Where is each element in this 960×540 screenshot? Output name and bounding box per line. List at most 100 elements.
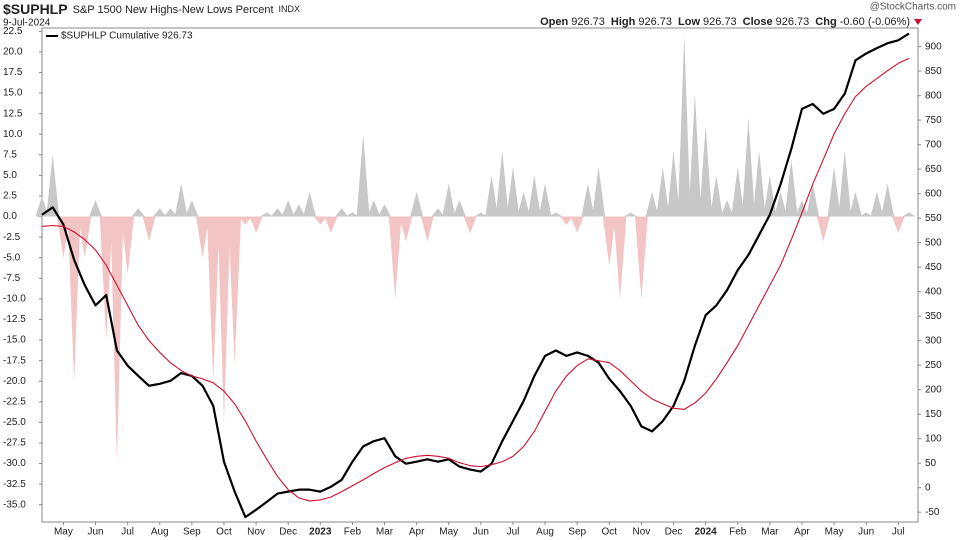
oscillator-bar [474,212,488,217]
x-tick-label: Dec [665,527,683,538]
oscillator-bar [645,191,659,217]
oscillator-bar [881,183,895,217]
oscillator-bar [153,208,167,217]
oscillator-bar [902,212,916,217]
y-tick-label: -17.5 [3,355,26,366]
y2-tick-label: 0 [925,482,931,493]
y2-tick-label: 550 [925,213,942,224]
y-tick-label: -32.5 [3,479,26,490]
oscillator-bar [313,216,327,225]
x-tick-label: May [439,527,458,538]
oscillator-bar [538,183,552,217]
x-tick-label: Feb [729,527,747,538]
quote-label: Open [540,16,568,28]
oscillator-bar [303,191,317,217]
symbol: $SUPHLP [3,1,68,17]
x-tick-label: May [54,527,73,538]
oscillator-bar [260,212,274,217]
oscillator-bar [527,175,541,217]
oscillator-bar [206,216,220,382]
oscillator-bar [570,216,584,234]
oscillator-bar [592,167,606,217]
oscillator-bar [378,204,391,217]
y-tick-label: -27.5 [3,438,26,449]
oscillator-bar [485,175,498,217]
series-line [41,57,910,502]
quote: Open 926.73 High 926.73 Low 926.73 Close 926.73… [540,16,910,28]
oscillator-bar [281,200,295,217]
oscillator-bar [442,183,456,217]
oscillator-bar [613,216,627,299]
oscillator-bar [46,154,60,217]
oscillator-bar [292,204,306,217]
oscillator-bar [453,200,466,217]
oscillator-bar [795,200,809,217]
down-arrow [914,19,922,25]
date: 9-Jul-2024 [3,18,51,29]
x-tick-label: Dec [279,527,297,538]
y-tick-label: -15.0 [3,335,26,346]
x-tick-label: Mar [376,527,394,538]
oscillator-bar [624,212,638,217]
oscillator-bar [367,200,381,217]
x-tick-label: May [825,527,844,538]
oscillator-bar [806,183,820,217]
y2-tick-label: 750 [925,115,942,126]
y-tick-label: -5.0 [3,252,21,263]
y2-tick-label: 150 [925,409,942,420]
oscillator-bar [131,208,145,217]
y-tick-label: 22.5 [3,26,23,37]
x-tick-label: Oct [216,527,232,538]
legend-label: $SUPHLP Cumulative 926.73 [61,31,193,42]
oscillator-bar [667,150,680,217]
oscillator-bar [506,167,520,217]
oscillator-bar [420,216,434,242]
x-tick-label: Jun [473,527,489,538]
y-tick-label: 10.0 [3,129,23,140]
y-tick-label: -22.5 [3,396,26,407]
oscillator-bar [228,216,242,365]
oscillator-bar [271,208,284,217]
oscillator-bar [463,216,477,234]
y2-tick-label: 900 [925,41,942,52]
oscillator-bar [495,150,509,217]
oscillator-bar [249,216,263,234]
oscillator-bar [217,216,231,423]
y-tick-label: -30.0 [3,458,26,469]
y-tick-label: -2.5 [3,232,21,243]
oscillator-bar [517,191,531,217]
x-tick-label: Feb [344,527,362,538]
oscillator-bar [709,175,723,217]
y-tick-label: 0.0 [3,211,17,222]
oscillator-bar [656,167,670,217]
oscillator-bar [121,216,135,275]
oscillator-bar [549,212,563,217]
oscillator-bar [752,150,766,217]
y-tick-label: 5.0 [3,170,17,181]
x-tick-label: Sep [568,527,586,538]
oscillator-bar [859,212,873,217]
quote-label: High [611,16,636,28]
oscillator-bar [827,167,841,217]
y-tick-label: -20.0 [3,376,26,387]
x-tick-label: Oct [602,527,618,538]
oscillator-bar [89,200,102,217]
y2-tick-label: 700 [925,139,942,150]
plot-frame [41,27,919,523]
y2-tick-label: 850 [925,66,942,77]
oscillator-bar [399,216,413,242]
y2-tick-label: 800 [925,90,942,101]
exchange: INDX [279,4,301,14]
y-tick-label: 12.5 [3,108,23,119]
y2-tick-label: 300 [925,335,942,346]
y-tick-label: -25.0 [3,417,26,428]
y2-tick-label: 100 [925,433,942,444]
y2-tick-label: 400 [925,286,942,297]
x-tick-label: Jun [858,527,874,538]
oscillator-bar [731,167,745,217]
oscillator-bar [110,216,124,464]
y2-tick-label: 250 [925,360,942,371]
oscillator-bar [56,216,70,258]
